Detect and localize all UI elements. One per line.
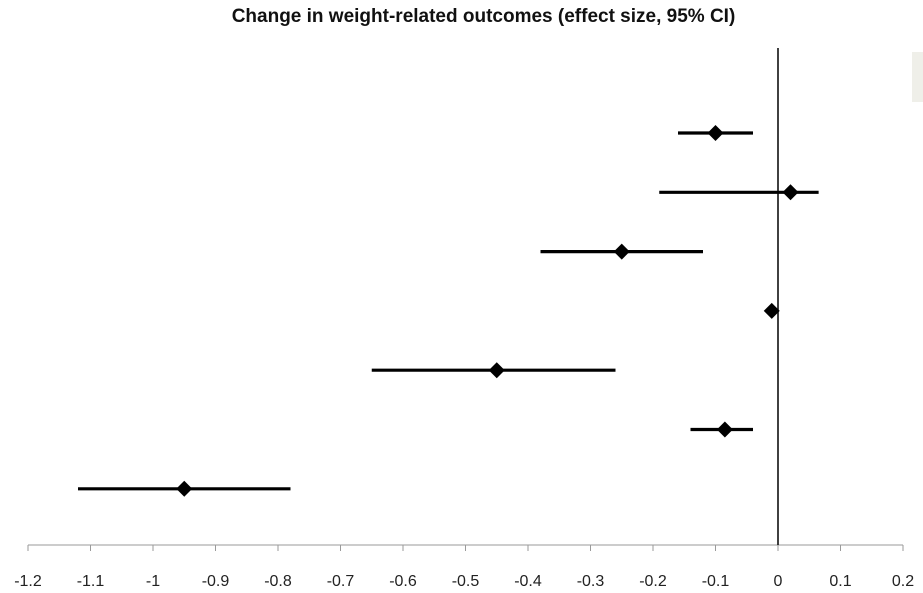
estimate-point — [707, 125, 724, 141]
estimate-point — [176, 480, 193, 497]
x-tick-label: 0.1 — [829, 573, 851, 590]
effect-row — [678, 125, 753, 141]
x-tick-label: 0.2 — [892, 573, 914, 590]
x-tick-label: -0.3 — [577, 573, 605, 590]
estimate-point — [763, 302, 780, 319]
estimate-point — [613, 243, 630, 260]
x-tick-label: -0.6 — [389, 573, 417, 590]
effect-row — [763, 302, 780, 319]
x-tick-label: -1 — [146, 573, 160, 590]
x-tick-label: -0.2 — [639, 573, 667, 590]
estimate-point — [782, 184, 799, 201]
effect-row — [371, 362, 616, 379]
x-tick-label: -0.8 — [264, 573, 292, 590]
x-tick-label: -0.4 — [514, 573, 542, 590]
estimate-point — [488, 362, 505, 379]
x-axis — [27, 544, 904, 551]
x-tick-label: 0 — [774, 573, 783, 590]
chart-title: Change in weight-related outcomes (effec… — [231, 6, 736, 27]
legend-stub — [912, 52, 923, 102]
x-tick-label: -0.1 — [702, 573, 730, 590]
effect-row — [690, 421, 753, 438]
effect-row — [540, 243, 703, 260]
x-tick-label: -1.2 — [14, 573, 42, 590]
estimate-point — [716, 421, 733, 438]
x-tick-labels: -1.2 -1.1 -1 -0.9 -0.8 -0.7 -0.6 -0.5 -0.4 -0.3 -0… — [14, 573, 914, 590]
effect-row — [659, 184, 819, 201]
marks-layer — [78, 125, 819, 497]
x-tick-label: -0.9 — [202, 573, 230, 590]
x-tick-label: -0.5 — [452, 573, 480, 590]
x-tick-label: -1.1 — [77, 573, 105, 590]
x-tick-label: -0.7 — [327, 573, 355, 590]
effect-row — [78, 480, 291, 497]
